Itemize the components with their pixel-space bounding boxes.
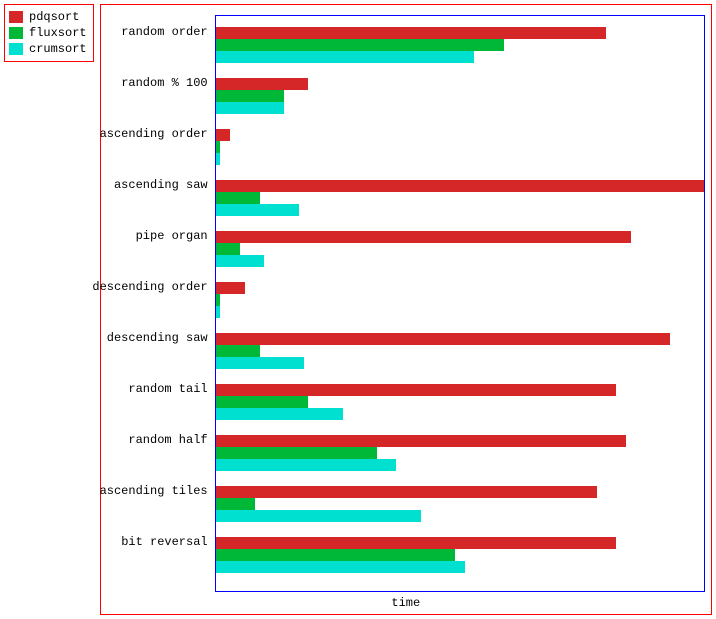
bar <box>216 549 455 561</box>
bar <box>216 357 304 369</box>
bar-group: ascending saw <box>216 180 704 216</box>
bar <box>216 90 284 102</box>
bar <box>216 486 597 498</box>
legend-label: pdqsort <box>29 9 79 25</box>
bar-group: random half <box>216 435 704 471</box>
bar <box>216 510 421 522</box>
bar-group: descending order <box>216 282 704 318</box>
bar-group: random order <box>216 27 704 63</box>
bar-group: ascending tiles <box>216 486 704 522</box>
bar <box>216 435 626 447</box>
legend-swatch <box>9 11 23 23</box>
bar <box>216 345 260 357</box>
bar <box>216 498 255 510</box>
category-label: descending saw <box>107 331 208 345</box>
bar-group: random % 100 <box>216 78 704 114</box>
bar <box>216 396 309 408</box>
bar <box>216 537 616 549</box>
bar <box>216 459 397 471</box>
bar-group: bit reversal <box>216 537 704 573</box>
bar <box>216 255 265 267</box>
bar <box>216 39 504 51</box>
bar <box>216 243 240 255</box>
category-label: ascending tiles <box>100 484 208 498</box>
bar <box>216 102 284 114</box>
bar <box>216 180 704 192</box>
chart-frame: random order random % 100 ascending order a… <box>100 4 712 615</box>
category-label: random order <box>121 25 207 39</box>
legend: pdqsortfluxsortcrumsort <box>4 4 94 62</box>
plot-area: random order random % 100 ascending order a… <box>215 15 705 592</box>
bar <box>216 78 309 90</box>
category-label: ascending saw <box>114 178 208 192</box>
bar <box>216 129 231 141</box>
legend-label: crumsort <box>29 41 87 57</box>
legend-item: pdqsort <box>9 9 87 25</box>
bar-group: descending saw <box>216 333 704 369</box>
category-label: descending order <box>92 280 207 294</box>
bar <box>216 27 607 39</box>
bar <box>216 384 616 396</box>
category-label: pipe organ <box>136 229 208 243</box>
category-label: random % 100 <box>121 76 207 90</box>
legend-swatch <box>9 27 23 39</box>
bar <box>216 192 260 204</box>
bar-group: random tail <box>216 384 704 420</box>
bar <box>216 447 377 459</box>
bar <box>216 408 343 420</box>
category-label: bit reversal <box>121 535 207 549</box>
bar <box>216 51 475 63</box>
bar <box>216 561 465 573</box>
bar-group: pipe organ <box>216 231 704 267</box>
legend-item: fluxsort <box>9 25 87 41</box>
bar <box>216 141 221 153</box>
bar <box>216 294 221 306</box>
bar-group: ascending order <box>216 129 704 165</box>
legend-item: crumsort <box>9 41 87 57</box>
legend-swatch <box>9 43 23 55</box>
category-label: random half <box>128 433 207 447</box>
bar <box>216 306 221 318</box>
bar <box>216 282 245 294</box>
bar <box>216 333 670 345</box>
category-label: random tail <box>128 382 207 396</box>
bar <box>216 204 299 216</box>
bar <box>216 231 631 243</box>
category-label: ascending order <box>100 127 208 141</box>
legend-label: fluxsort <box>29 25 87 41</box>
bar <box>216 153 221 165</box>
x-axis-label: time <box>101 596 711 610</box>
